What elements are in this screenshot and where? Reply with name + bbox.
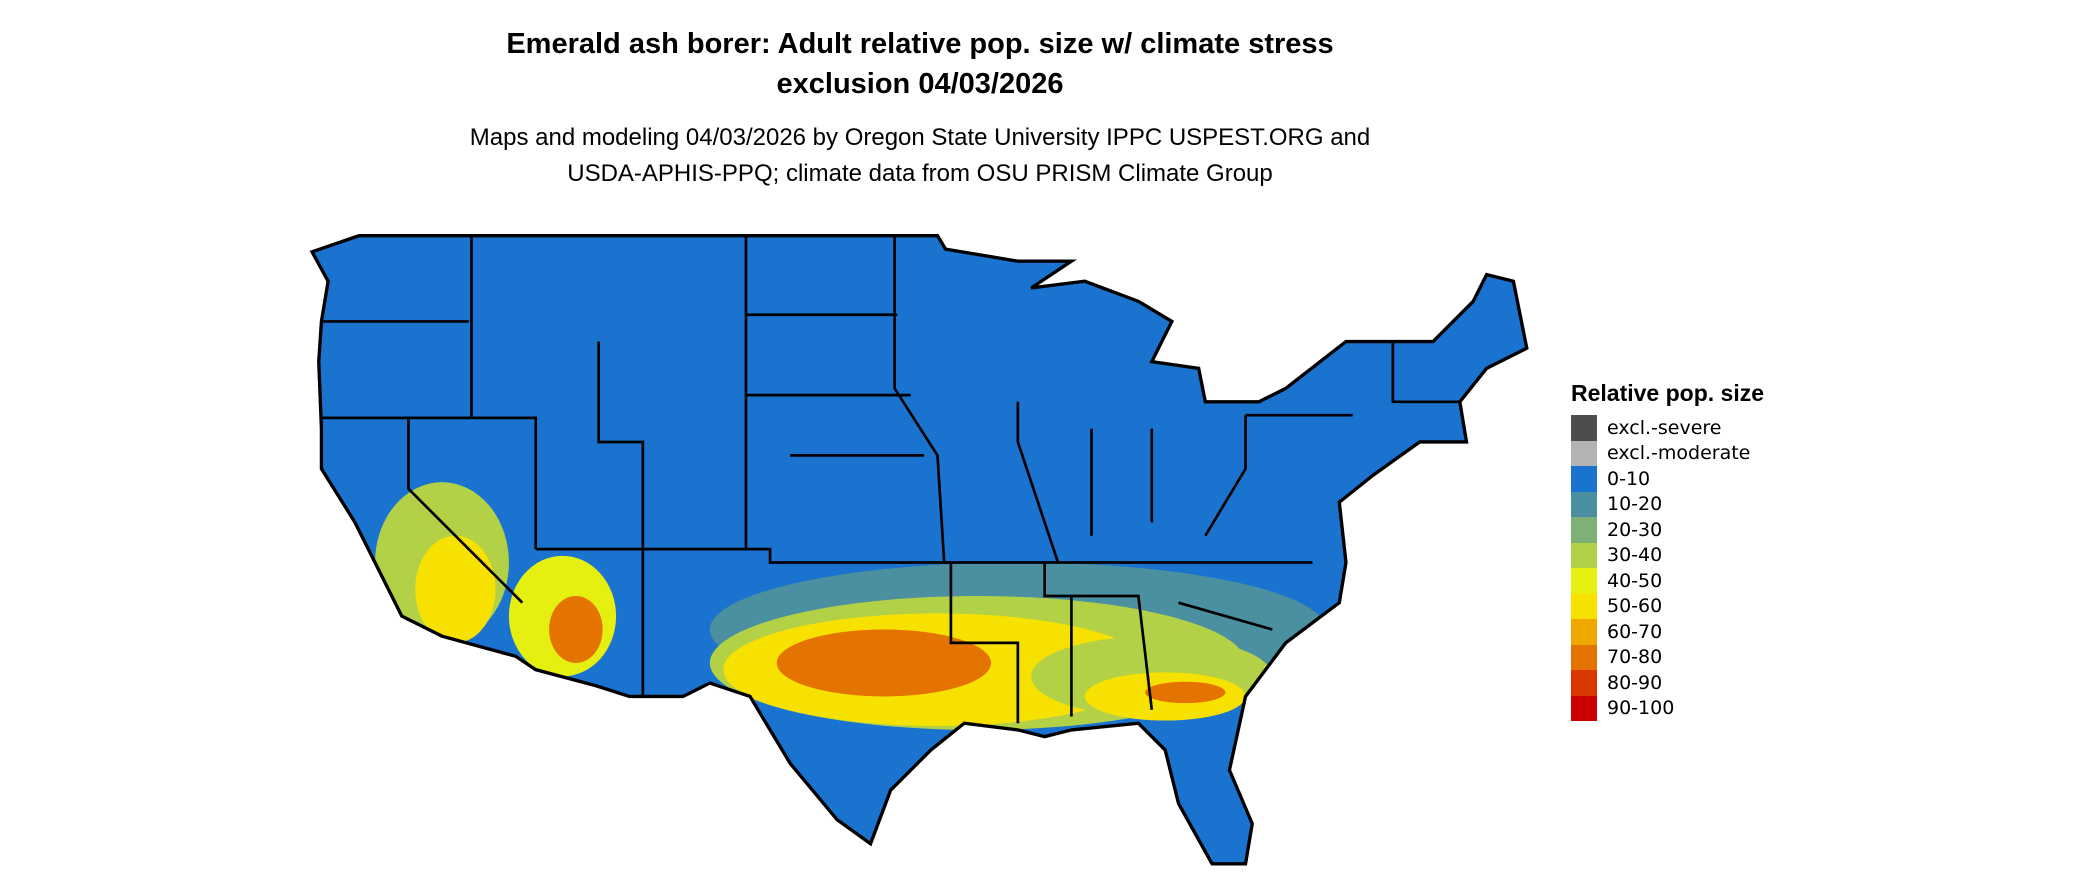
legend-item: 30-40 — [1571, 542, 1764, 568]
legend-swatch — [1571, 491, 1597, 517]
legend: Relative pop. size excl.-severe excl.-mod… — [1571, 380, 1764, 721]
legend-label: 50-60 — [1607, 595, 1663, 618]
legend-swatch — [1571, 466, 1597, 492]
legend-label: 90-100 — [1607, 697, 1675, 720]
legend-item: 90-100 — [1571, 695, 1764, 721]
legend-item: excl.-moderate — [1571, 440, 1764, 466]
legend-label: excl.-moderate — [1607, 442, 1751, 465]
legend-swatch — [1571, 619, 1597, 645]
legend-swatch — [1571, 695, 1597, 721]
legend-swatch — [1571, 568, 1597, 594]
legend-label: excl.-severe — [1607, 416, 1722, 439]
legend-label: 40-50 — [1607, 569, 1663, 592]
legend-item: 60-70 — [1571, 619, 1764, 645]
subtitle-line2: USDA-APHIS-PPQ; climate data from OSU PR… — [567, 160, 1273, 187]
legend-item: 50-60 — [1571, 593, 1764, 619]
legend-item: 40-50 — [1571, 568, 1764, 594]
legend-label: 10-20 — [1607, 493, 1663, 516]
legend-swatch — [1571, 670, 1597, 696]
legend-swatch — [1571, 415, 1597, 441]
legend-title: Relative pop. size — [1571, 380, 1765, 406]
legend-label: 20-30 — [1607, 518, 1663, 541]
legend-label: 30-40 — [1607, 544, 1663, 567]
legend-swatch — [1571, 644, 1597, 670]
legend-swatch — [1571, 542, 1597, 568]
legend-item: 10-20 — [1571, 491, 1764, 517]
map-title-line1: Emerald ash borer: Adult relative pop. s… — [506, 28, 1334, 60]
state-borders — [321, 235, 1460, 724]
legend-swatch — [1571, 440, 1597, 466]
legend-item: 70-80 — [1571, 644, 1764, 670]
legend-item: 80-90 — [1571, 670, 1764, 696]
legend-item: 0-10 — [1571, 466, 1764, 492]
map-title-line2: exclusion 04/03/2026 — [776, 68, 1064, 100]
legend-label: 0-10 — [1607, 467, 1651, 490]
legend-label: 70-80 — [1607, 646, 1663, 669]
legend-swatch — [1571, 593, 1597, 619]
legend-item: 20-30 — [1571, 517, 1764, 543]
subtitle-line1: Maps and modeling 04/03/2026 by Oregon S… — [469, 124, 1371, 151]
legend-label: 80-90 — [1607, 671, 1663, 694]
legend-swatch — [1571, 517, 1597, 543]
legend-label: 60-70 — [1607, 620, 1663, 643]
legend-item: excl.-severe — [1571, 415, 1764, 441]
